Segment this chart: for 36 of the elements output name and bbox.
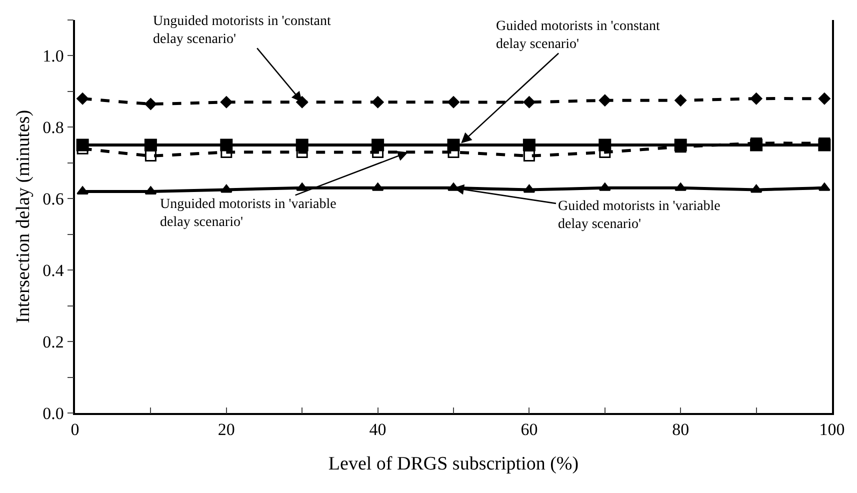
point	[76, 92, 89, 105]
annotation: Unguided motorists in 'variable delay scenario'	[160, 197, 336, 230]
annotation: Guided motorists in 'variable delay scenario'	[558, 199, 720, 232]
point	[220, 184, 232, 193]
x-tick-label: 100	[819, 420, 845, 440]
x-tick-label: 80	[672, 420, 690, 440]
x-axis-title: Level of DRGS subscription (%)	[328, 453, 579, 474]
point	[144, 138, 157, 152]
point	[296, 96, 308, 108]
x-tick-label: 40	[369, 420, 386, 440]
point	[144, 98, 157, 110]
point	[144, 150, 156, 162]
y-tick-label: 0.8	[42, 118, 64, 138]
point	[448, 96, 460, 108]
point	[818, 92, 830, 105]
y-tick-label: 0.4	[42, 261, 64, 280]
x-tick-label: 60	[520, 420, 538, 440]
point	[750, 92, 762, 105]
annotation: Unguided motorists in 'constant delay scenario'	[153, 14, 332, 48]
point	[523, 184, 536, 193]
y-axis-title: Intersection delay (minutes)	[12, 110, 34, 324]
x-tick-label: 0	[70, 420, 80, 440]
y-tick-label: 0.2	[42, 332, 64, 352]
point	[372, 96, 384, 108]
point	[523, 96, 536, 108]
annotation: Guided motorists in 'constant delay scenario'	[496, 19, 660, 52]
x-tick-label: 20	[218, 420, 235, 440]
y-tick-label: 0.0	[42, 404, 64, 423]
y-tick-label: 1.0	[42, 46, 64, 66]
point	[220, 96, 232, 108]
point	[522, 138, 536, 152]
y-tick-label: 0.6	[42, 190, 64, 209]
point	[674, 94, 687, 106]
point	[598, 94, 611, 106]
point	[750, 184, 762, 193]
point	[523, 150, 535, 162]
